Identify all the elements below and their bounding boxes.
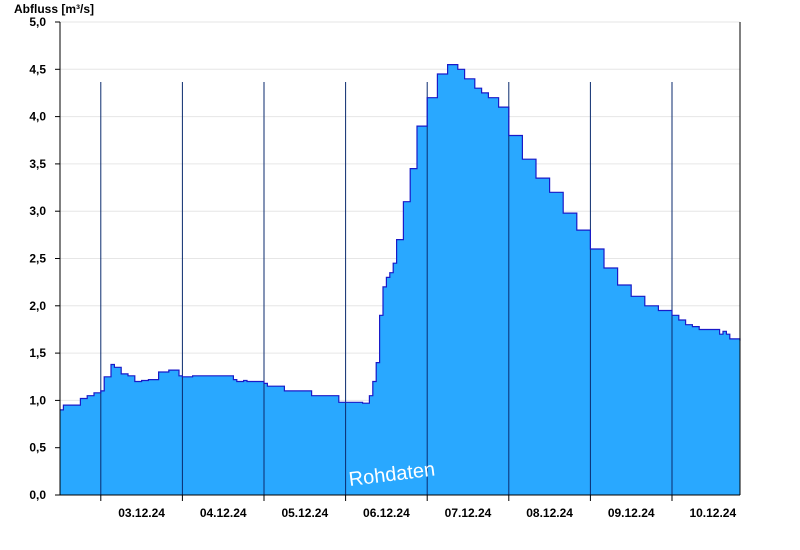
y-tick-label: 0,0 xyxy=(29,488,46,502)
y-tick-label: 3,0 xyxy=(29,204,46,218)
y-axis-label: Abfluss [m³/s] xyxy=(14,2,94,16)
x-axis-tick-labels: 03.12.24 04.12.24 05.12.24 06.12.24 07.12.24… xyxy=(118,506,736,520)
y-tick-label: 3,5 xyxy=(29,157,46,171)
y-axis-tick-labels: 0,0 0,5 1,0 1,5 2,0 2,5 3,0 3,5 4,0 4,5 5,0 xyxy=(29,15,46,502)
y-tick-label: 1,5 xyxy=(29,346,46,360)
x-tick-label: 08.12.24 xyxy=(526,506,573,520)
x-tick-label: 03.12.24 xyxy=(118,506,165,520)
x-tick-label: 04.12.24 xyxy=(200,506,247,520)
discharge-line xyxy=(60,63,741,411)
y-tick-label: 4,0 xyxy=(29,110,46,124)
axes xyxy=(55,21,741,501)
y-tick-label: 2,5 xyxy=(29,252,46,266)
x-tick-label: 10.12.24 xyxy=(689,506,736,520)
x-tick-label: 07.12.24 xyxy=(445,506,492,520)
y-tick-label: 0,5 xyxy=(29,441,46,455)
x-tick-label: 05.12.24 xyxy=(281,506,328,520)
y-tick-label: 4,5 xyxy=(29,62,46,76)
y-tick-label: 5,0 xyxy=(29,15,46,29)
discharge-area xyxy=(60,64,740,495)
y-tick-label: 1,0 xyxy=(29,393,46,407)
y-tick-label: 2,0 xyxy=(29,299,46,313)
x-tick-label: 06.12.24 xyxy=(363,506,410,520)
day-separators xyxy=(100,82,673,495)
x-tick-label: 09.12.24 xyxy=(608,506,655,520)
